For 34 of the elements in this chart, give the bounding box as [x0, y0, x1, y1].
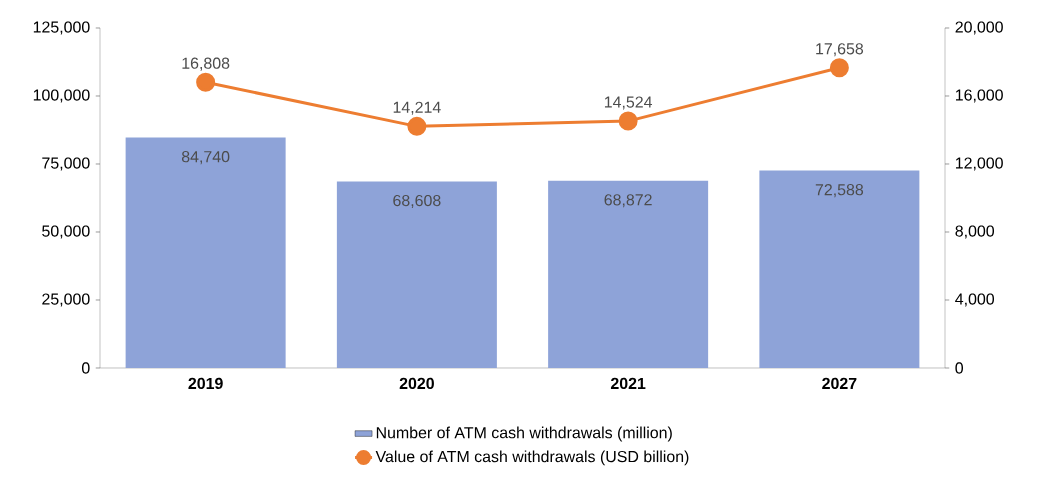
data-label: 17,658 — [816, 43, 864, 57]
data-label: 16,808 — [182, 57, 230, 71]
y-tick-label: 0 — [82, 362, 90, 374]
y2-tick-label: 16,000 — [955, 89, 1003, 103]
point — [196, 72, 216, 92]
data-label: 72,588 — [815, 184, 864, 198]
data-label: 84,740 — [181, 151, 230, 165]
bar — [336, 181, 497, 368]
x-tick-label: 2021 — [610, 377, 646, 390]
data-label: 68,608 — [393, 194, 441, 209]
data-label: 68,872 — [604, 194, 652, 208]
y2-tick-label: 20,000 — [955, 21, 1003, 35]
y-tick-label: 25,000 — [42, 293, 90, 307]
legend-label: Value of ATM cash withdrawals (USD billion) — [375, 450, 689, 466]
y-tick-label: 100,000 — [33, 89, 90, 103]
bar — [548, 180, 709, 368]
x-tick-label: 2020 — [399, 377, 434, 390]
legend-label: Number of ATM cash withdrawals (million) — [376, 426, 672, 442]
y-tick-label: 125,000 — [33, 21, 90, 35]
point — [829, 58, 849, 78]
data-label: 14,524 — [604, 96, 653, 110]
y2-tick-label: 0 — [955, 362, 964, 374]
point — [618, 111, 638, 131]
y-tick-label: 75,000 — [42, 157, 90, 171]
y2-tick-label: 8,000 — [955, 225, 995, 239]
y2-tick-label: 4,000 — [955, 293, 995, 307]
x-tick-label: 2027 — [822, 377, 857, 390]
x-tick-label: 2019 — [188, 377, 223, 390]
y-tick-label: 50,000 — [42, 225, 90, 239]
bar — [125, 137, 286, 368]
bar — [759, 170, 920, 368]
data-label: 14,214 — [393, 101, 441, 115]
y2-tick-label: 12,000 — [955, 157, 1003, 171]
point — [407, 116, 427, 136]
